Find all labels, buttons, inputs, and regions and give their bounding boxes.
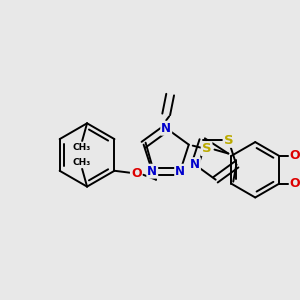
Text: O: O [131,167,142,180]
Text: CH₃: CH₃ [73,142,91,152]
Text: N: N [161,122,171,135]
Text: O: O [290,149,300,162]
Text: CH₃: CH₃ [73,158,91,167]
Text: N: N [190,158,200,171]
Text: N: N [175,165,185,178]
Text: S: S [202,142,211,155]
Text: O: O [290,177,300,190]
Text: S: S [224,134,233,147]
Text: N: N [147,165,157,178]
